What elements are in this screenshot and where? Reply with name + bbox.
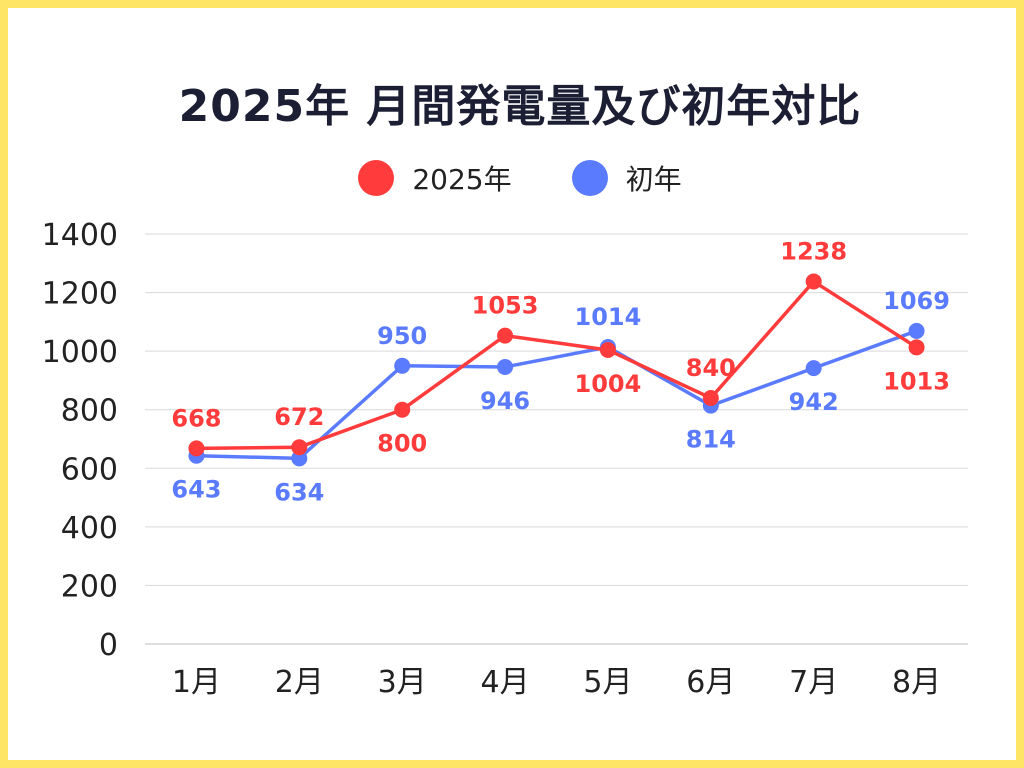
data-label-2025: 840 bbox=[686, 354, 736, 382]
x-tick-label: 4月 bbox=[481, 665, 530, 700]
data-point-first-year bbox=[394, 357, 411, 374]
data-point-2025 bbox=[394, 401, 411, 418]
data-point-2025 bbox=[291, 439, 308, 456]
data-label-2025: 668 bbox=[171, 404, 221, 432]
data-label-first-year: 950 bbox=[377, 322, 427, 350]
legend-label-first-year: 初年 bbox=[625, 163, 682, 196]
x-tick-label: 2月 bbox=[275, 665, 324, 700]
chart-title: 2025年 月間発電量及び初年対比 bbox=[178, 81, 862, 132]
data-label-2025: 1053 bbox=[472, 292, 539, 320]
y-tick-label: 400 bbox=[61, 511, 118, 546]
data-label-first-year: 1069 bbox=[883, 287, 950, 315]
legend-marker-2025 bbox=[358, 160, 395, 196]
data-label-2025: 672 bbox=[274, 403, 324, 431]
data-label-2025: 1013 bbox=[883, 367, 950, 395]
data-label-first-year: 942 bbox=[789, 388, 839, 416]
legend-item-2025: 2025年 bbox=[358, 158, 512, 198]
data-label-first-year: 1014 bbox=[575, 303, 642, 331]
data-point-2025 bbox=[599, 341, 616, 358]
y-tick-label: 1200 bbox=[42, 277, 118, 312]
legend-label-2025: 2025年 bbox=[412, 163, 512, 196]
data-point-first-year bbox=[908, 322, 925, 339]
y-tick-label: 1000 bbox=[42, 335, 118, 370]
data-label-2025: 800 bbox=[377, 430, 427, 458]
y-tick-label: 1400 bbox=[42, 218, 118, 253]
y-tick-label: 800 bbox=[61, 394, 118, 429]
series-line-2025 bbox=[196, 279, 918, 451]
data-label-first-year: 814 bbox=[686, 426, 736, 454]
legend-marker-first-year bbox=[571, 160, 608, 196]
x-tick-label: 7月 bbox=[789, 665, 838, 700]
data-point-2025 bbox=[188, 440, 205, 457]
y-tick-label: 200 bbox=[61, 569, 118, 604]
x-tick-label: 3月 bbox=[378, 665, 427, 700]
data-point-2025 bbox=[497, 327, 514, 344]
data-point-2025 bbox=[805, 273, 822, 290]
data-label-first-year: 946 bbox=[480, 387, 530, 415]
y-tick-label: 600 bbox=[61, 452, 118, 487]
data-point-first-year bbox=[805, 360, 822, 377]
chart-legend: 2025年 初年 bbox=[8, 158, 1024, 198]
y-tick-label: 0 bbox=[99, 628, 118, 663]
x-tick-label: 1月 bbox=[172, 665, 221, 700]
data-label-2025: 1238 bbox=[780, 237, 847, 265]
x-tick-label: 6月 bbox=[686, 665, 735, 700]
series-line-first-year bbox=[196, 329, 918, 461]
data-point-2025 bbox=[908, 339, 925, 356]
data-point-first-year bbox=[497, 358, 514, 375]
data-point-2025 bbox=[702, 390, 719, 406]
data-point-first-year bbox=[291, 450, 308, 467]
x-tick-label: 8月 bbox=[892, 665, 941, 700]
data-label-first-year: 643 bbox=[171, 476, 221, 504]
data-label-first-year: 634 bbox=[274, 478, 324, 506]
legend-item-first-year: 初年 bbox=[571, 158, 682, 198]
x-tick-label: 5月 bbox=[583, 665, 632, 700]
data-label-2025: 1004 bbox=[575, 370, 642, 398]
